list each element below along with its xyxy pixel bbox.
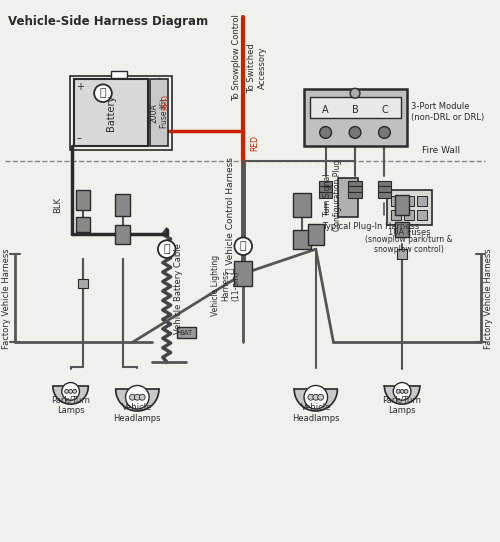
Circle shape xyxy=(72,389,76,393)
Circle shape xyxy=(320,127,332,138)
Bar xyxy=(310,97,401,118)
Circle shape xyxy=(68,389,72,393)
Bar xyxy=(404,210,414,220)
Polygon shape xyxy=(294,389,338,411)
Text: 200A
Fuse Kit: 200A Fuse Kit xyxy=(149,98,169,128)
Text: C: C xyxy=(381,105,388,115)
Text: RED: RED xyxy=(161,94,170,110)
Polygon shape xyxy=(384,386,420,404)
Bar xyxy=(78,279,88,288)
Bar xyxy=(304,89,407,146)
Bar xyxy=(388,190,432,224)
Bar xyxy=(234,261,252,286)
Text: Vehicle Lighting
Harness
(11-pin): Vehicle Lighting Harness (11-pin) xyxy=(210,255,240,316)
Circle shape xyxy=(64,389,68,393)
Circle shape xyxy=(130,395,136,400)
Bar xyxy=(392,210,401,220)
Bar xyxy=(348,180,362,186)
Text: Ⓑ: Ⓑ xyxy=(240,241,246,251)
Circle shape xyxy=(308,395,314,400)
Bar xyxy=(417,210,426,220)
Text: +: + xyxy=(76,82,84,92)
Bar xyxy=(397,249,407,259)
Circle shape xyxy=(400,389,404,393)
Polygon shape xyxy=(116,389,159,411)
Circle shape xyxy=(158,240,176,258)
Bar xyxy=(392,196,401,206)
Text: Factory Vehicle Harness: Factory Vehicle Harness xyxy=(2,248,12,349)
Bar xyxy=(74,80,148,146)
Circle shape xyxy=(304,385,328,409)
Bar xyxy=(111,70,126,78)
Bar xyxy=(150,80,168,146)
Circle shape xyxy=(349,127,361,138)
Text: Ⓔ: Ⓔ xyxy=(100,88,106,98)
Text: Park/Turn
Lamps: Park/Turn Lamps xyxy=(51,396,90,415)
Bar xyxy=(114,224,130,244)
Bar xyxy=(318,192,332,198)
Circle shape xyxy=(318,395,324,400)
Text: B: B xyxy=(352,105,358,115)
Text: Factory Vehicle Harness: Factory Vehicle Harness xyxy=(484,248,493,349)
Text: To Snowplow Control: To Snowplow Control xyxy=(232,15,241,101)
Circle shape xyxy=(313,395,318,400)
Bar xyxy=(176,327,196,338)
Text: 10A Fuses: 10A Fuses xyxy=(388,228,430,237)
Text: (snowplow park/turn &
snowplow control): (snowplow park/turn & snowplow control) xyxy=(365,235,452,254)
Text: Vehicle-Side Harness Diagram: Vehicle-Side Harness Diagram xyxy=(8,15,208,28)
Circle shape xyxy=(62,383,80,400)
Bar xyxy=(338,178,358,217)
Bar xyxy=(395,222,409,237)
Text: Ⓑ Vehicle Control Harness: Ⓑ Vehicle Control Harness xyxy=(225,157,234,273)
Bar xyxy=(318,180,332,186)
Text: –: – xyxy=(76,133,82,143)
Circle shape xyxy=(126,385,149,409)
Polygon shape xyxy=(53,386,88,404)
Bar xyxy=(395,195,409,215)
Text: RED: RED xyxy=(250,136,259,151)
Bar xyxy=(293,193,311,217)
Bar xyxy=(318,186,332,192)
Text: BLK: BLK xyxy=(53,197,62,213)
Circle shape xyxy=(378,127,390,138)
Circle shape xyxy=(350,88,360,98)
Bar xyxy=(348,192,362,198)
Circle shape xyxy=(404,389,408,393)
Text: Vehicle Battery Cable: Vehicle Battery Cable xyxy=(174,243,183,334)
Text: Fire Wall: Fire Wall xyxy=(422,146,460,155)
Bar xyxy=(308,224,324,245)
Text: Park/Turn
Lamps: Park/Turn Lamps xyxy=(382,396,422,415)
Text: Vehicle
Headlamps: Vehicle Headlamps xyxy=(114,403,161,423)
Circle shape xyxy=(134,395,140,400)
Bar xyxy=(378,192,392,198)
Text: Battery: Battery xyxy=(106,95,116,131)
Bar xyxy=(404,196,414,206)
Circle shape xyxy=(394,383,411,400)
Bar xyxy=(348,186,362,192)
Circle shape xyxy=(140,395,145,400)
Bar xyxy=(114,194,130,216)
Bar xyxy=(76,190,90,210)
Bar xyxy=(417,196,426,206)
Text: Vehicle
Headlamps: Vehicle Headlamps xyxy=(292,403,340,423)
Bar xyxy=(378,186,392,192)
Text: A: A xyxy=(322,105,329,115)
Bar xyxy=(76,217,90,233)
Bar xyxy=(293,230,311,249)
Text: 3-Port Module
(non-DRL or DRL): 3-Port Module (non-DRL or DRL) xyxy=(411,102,484,121)
Text: Turn Signal
Configuration Plug: Turn Signal Configuration Plug xyxy=(323,159,342,231)
Text: Typical Plug-In Harness: Typical Plug-In Harness xyxy=(322,222,419,231)
Bar xyxy=(70,75,172,150)
Text: To Switched
Accessory: To Switched Accessory xyxy=(248,43,266,93)
Circle shape xyxy=(396,389,400,393)
Circle shape xyxy=(94,85,112,102)
Circle shape xyxy=(234,237,252,255)
Bar xyxy=(378,180,392,186)
Text: Ⓐ: Ⓐ xyxy=(164,244,170,254)
Text: BAT: BAT xyxy=(180,330,193,335)
